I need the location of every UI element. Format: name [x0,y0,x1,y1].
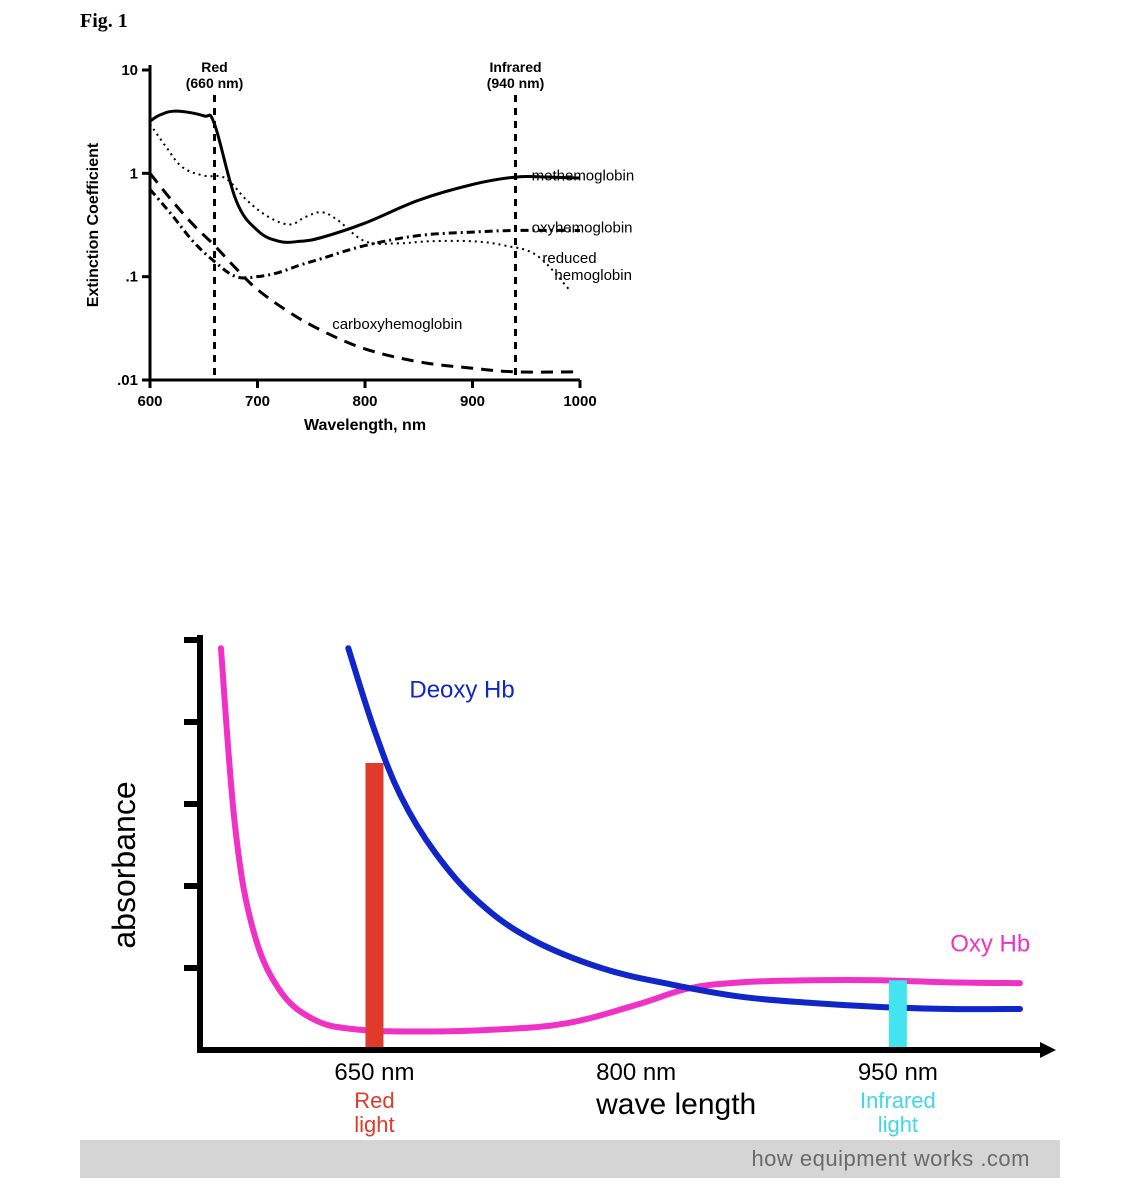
svg-text:Infrared: Infrared [860,1088,936,1113]
svg-text:1000: 1000 [563,393,596,410]
svg-text:950 nm: 950 nm [858,1059,938,1086]
svg-text:(940 nm): (940 nm) [487,75,545,91]
svg-text:Deoxy Hb: Deoxy Hb [409,676,514,703]
chart-1-extinction: .01 .1 1 10 600 700 800 900 1000 Wavelength, nm Ex… [80,40,760,450]
svg-text:Extinction Coefficient: Extinction Coefficient [85,142,102,307]
footer-attribution: how equipment works .com [80,1140,1060,1178]
svg-text:.01: .01 [117,372,138,389]
svg-text:wave length: wave length [595,1088,756,1121]
svg-text:absorbance: absorbance [106,781,142,948]
svg-text:Oxy Hb: Oxy Hb [950,931,1030,958]
chart-1-svg: .01 .1 1 10 600 700 800 900 1000 Wavelength, nm Ex… [80,40,760,450]
svg-text:600: 600 [137,393,162,410]
chart-2-svg: 650 nm800 nm950 nmRedlightInfraredlightw… [80,620,1060,1150]
svg-text:Wavelength, nm: Wavelength, nm [304,417,426,434]
figure-caption: Fig. 1 [80,10,128,33]
svg-text:900: 900 [460,393,485,410]
svg-text:Infrared: Infrared [489,59,541,75]
svg-text:650 nm: 650 nm [334,1059,414,1086]
svg-text:800 nm: 800 nm [596,1059,676,1086]
svg-text:light: light [878,1112,918,1137]
svg-text:oxyhemoglobin: oxyhemoglobin [532,219,633,236]
svg-text:.1: .1 [125,269,138,286]
svg-text:reduced: reduced [542,250,596,267]
svg-text:carboxyhemoglobin: carboxyhemoglobin [332,316,462,333]
svg-text:hemoglobin: hemoglobin [554,267,632,284]
svg-text:800: 800 [352,393,377,410]
page: Fig. 1 .01 .1 1 10 600 700 800 900 1000 Wavelengt… [0,0,1124,1198]
footer-text: how equipment works .com [751,1146,1030,1172]
svg-text:1: 1 [130,165,138,182]
svg-text:700: 700 [245,393,270,410]
svg-text:methemoglobin: methemoglobin [532,168,635,185]
svg-text:Red: Red [354,1088,394,1113]
svg-text:10: 10 [121,62,138,79]
svg-text:(660 nm): (660 nm) [186,75,244,91]
chart-2-absorbance: 650 nm800 nm950 nmRedlightInfraredlightw… [80,620,1060,1150]
svg-text:Red: Red [201,59,227,75]
svg-text:light: light [354,1112,394,1137]
